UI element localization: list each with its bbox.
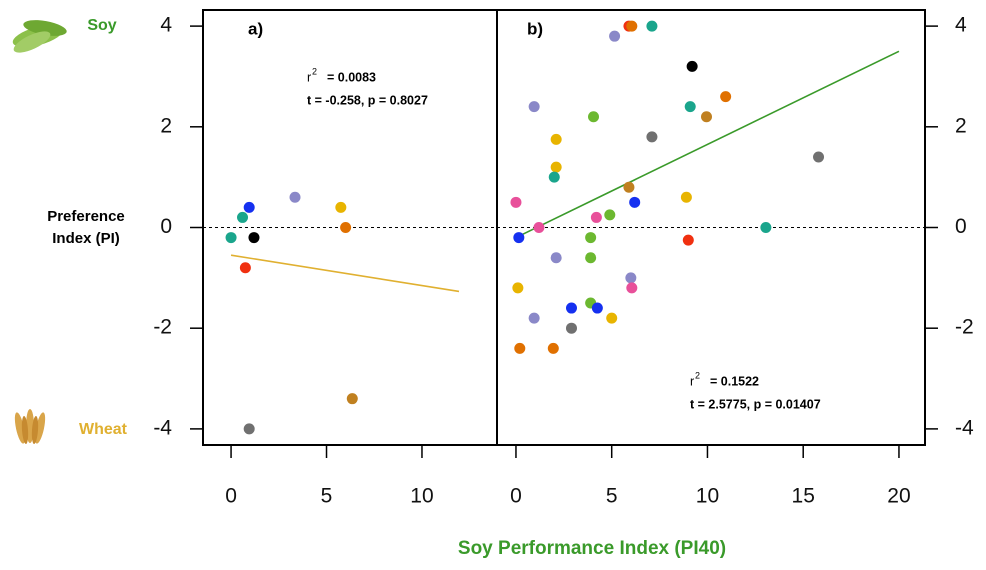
point xyxy=(565,302,577,314)
point xyxy=(588,111,600,123)
point xyxy=(606,312,618,324)
point xyxy=(510,196,522,208)
r-exponent: 2 xyxy=(695,370,700,380)
point xyxy=(289,191,301,203)
y-tick-label: 4 xyxy=(160,14,172,37)
r-squared: = 0.0083 xyxy=(327,70,376,84)
y-tick-label: -4 xyxy=(153,416,172,439)
point xyxy=(340,222,352,233)
x-tick-label: 5 xyxy=(606,485,618,508)
point xyxy=(629,196,641,208)
x-tick-label: 0 xyxy=(225,485,237,508)
point xyxy=(346,393,358,405)
point xyxy=(550,161,562,173)
point xyxy=(684,101,696,113)
x-tick-label: 10 xyxy=(696,485,719,508)
point xyxy=(682,234,694,246)
y-tick-label: 4 xyxy=(955,14,967,37)
r-squared: = 0.1522 xyxy=(710,374,759,388)
x-tick-label: 10 xyxy=(410,485,433,508)
wheat-icon xyxy=(14,409,46,444)
point xyxy=(646,20,658,32)
y-axis-label: Preference xyxy=(47,208,125,225)
panel-label: b) xyxy=(527,19,543,38)
point xyxy=(604,209,616,221)
point xyxy=(813,151,825,163)
y-tick-label: 0 xyxy=(160,215,172,238)
point xyxy=(225,232,237,244)
stats: t = 2.5775, p = 0.01407 xyxy=(690,397,821,411)
point xyxy=(550,252,562,264)
x-tick-label: 15 xyxy=(792,485,815,508)
point xyxy=(625,272,637,284)
point xyxy=(700,111,712,123)
point xyxy=(609,30,621,42)
y-tick-label: 0 xyxy=(955,215,967,238)
panel-label: a) xyxy=(248,19,263,38)
y-tick-label: -2 xyxy=(153,316,172,339)
point xyxy=(626,282,638,294)
y-axis-label: Index (PI) xyxy=(52,230,120,247)
point xyxy=(512,282,524,294)
point xyxy=(237,211,249,223)
wheat-label: Wheat xyxy=(79,421,128,438)
r-symbol: r xyxy=(690,374,694,388)
x-tick-label: 5 xyxy=(321,485,333,508)
point xyxy=(686,60,698,72)
point xyxy=(239,262,251,274)
point xyxy=(528,101,540,113)
point xyxy=(335,201,347,213)
y-tick-label: -2 xyxy=(955,316,974,339)
x-tick-label: 20 xyxy=(887,485,910,508)
point xyxy=(590,211,602,223)
point xyxy=(550,133,562,145)
point xyxy=(243,201,255,213)
x-tick-label: 0 xyxy=(510,485,522,508)
point xyxy=(514,342,526,354)
point xyxy=(547,342,559,354)
point xyxy=(585,232,597,244)
point xyxy=(513,232,525,244)
soy-icon xyxy=(12,20,67,53)
point xyxy=(626,20,638,32)
r-symbol: r xyxy=(307,70,311,84)
point xyxy=(243,423,255,435)
soy-label: Soy xyxy=(87,17,116,34)
r-exponent: 2 xyxy=(312,66,317,76)
point xyxy=(720,91,732,103)
regression-line xyxy=(230,254,460,293)
point xyxy=(248,232,260,244)
point xyxy=(623,181,635,193)
x-axis-label: Soy Performance Index (PI40) xyxy=(458,538,726,559)
point xyxy=(585,252,597,264)
point xyxy=(528,312,540,324)
regression-line xyxy=(515,50,900,239)
point xyxy=(680,191,692,203)
stats: t = -0.258, p = 0.8027 xyxy=(307,93,428,107)
y-tick-label: 2 xyxy=(955,114,967,137)
point xyxy=(565,322,577,334)
point xyxy=(591,302,603,314)
point xyxy=(646,131,658,143)
y-tick-label: 2 xyxy=(160,114,172,137)
point xyxy=(548,171,560,183)
y-tick-label: -4 xyxy=(955,416,974,439)
point xyxy=(760,222,772,233)
point xyxy=(533,222,545,233)
